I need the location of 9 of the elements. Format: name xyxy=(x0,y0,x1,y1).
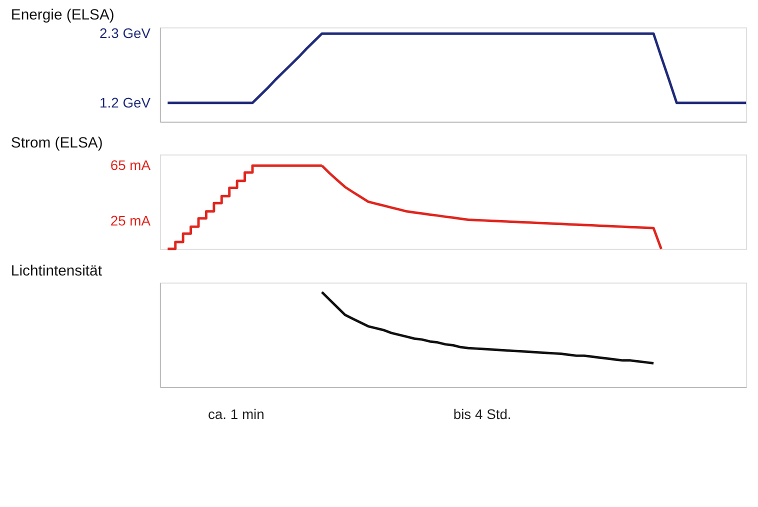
y-tick-label: 2.3 GeV xyxy=(100,25,152,42)
chart-title: Strom (ELSA) xyxy=(10,136,103,152)
y-tick-label: 25 mA xyxy=(110,212,152,229)
chart-title: Energie (ELSA) xyxy=(10,8,114,24)
text: ca. 1 min xyxy=(208,406,264,422)
y-tick-label: 65 mA xyxy=(110,157,152,174)
y-tick-label: 1.2 GeV xyxy=(100,94,152,110)
chart-title: Lichtintensität xyxy=(10,264,103,280)
text: bis 4 Std. xyxy=(453,406,512,422)
